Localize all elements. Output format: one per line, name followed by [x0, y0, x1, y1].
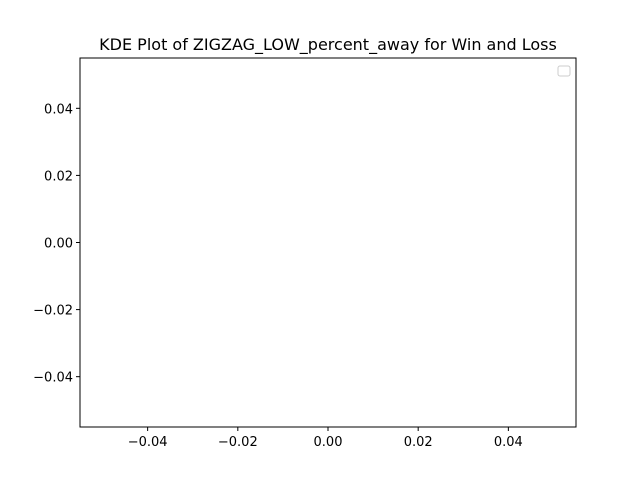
x-tick-label: −0.04: [128, 435, 168, 450]
y-tick-label: 0.04: [44, 102, 73, 117]
y-axis: −0.04 −0.02 0.00 0.02 0.04: [33, 102, 80, 386]
x-tick-label: 0.02: [404, 435, 433, 450]
y-tick-label: −0.02: [33, 304, 73, 319]
plot-area: [80, 58, 576, 427]
x-tick-label: 0.00: [314, 435, 343, 450]
x-tick-label: −0.02: [218, 435, 258, 450]
legend-box: [557, 65, 571, 77]
x-axis: −0.04 −0.02 0.00 0.02 0.04: [128, 427, 523, 450]
plot-frame: [79, 57, 577, 428]
y-tick-label: −0.04: [33, 371, 73, 386]
x-tick-label: 0.04: [494, 435, 523, 450]
y-tick-label: 0.00: [44, 237, 73, 252]
y-tick-label: 0.02: [44, 169, 73, 184]
chart-title: KDE Plot of ZIGZAG_LOW_percent_away for …: [99, 35, 557, 55]
